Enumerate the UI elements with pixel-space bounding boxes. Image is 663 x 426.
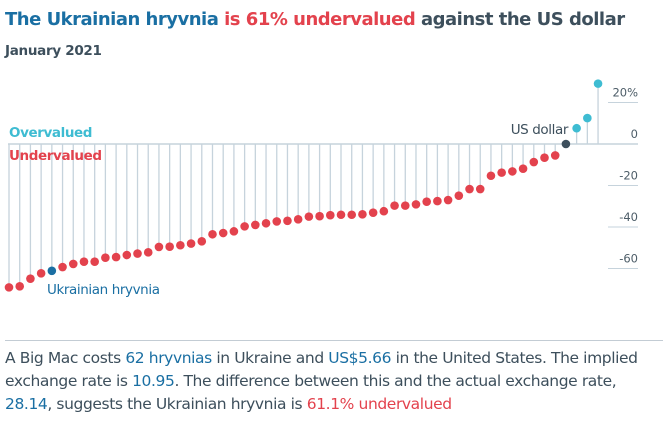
data-point	[304, 212, 314, 221]
data-point	[58, 262, 67, 272]
undervalued-label: Undervalued	[9, 148, 102, 164]
y-tick-label: -20	[619, 169, 638, 183]
data-point	[315, 211, 324, 221]
data-point	[4, 283, 14, 292]
actual-rate: 28.14	[5, 395, 48, 413]
data-point	[111, 252, 121, 262]
description-paragraph: A Big Mac costs 62 hryvnias in Ukraine a…	[5, 347, 645, 416]
y-tick-label: -40	[619, 210, 638, 224]
data-point	[497, 168, 506, 177]
data-point	[550, 151, 560, 160]
title-rest: against the US dollar	[420, 9, 625, 30]
data-point	[176, 240, 185, 250]
y-tick-label: 20%	[612, 86, 638, 100]
chart-subtitle: January 2021	[5, 43, 102, 59]
data-point	[186, 239, 196, 248]
data-point	[68, 259, 78, 269]
data-point	[518, 164, 528, 173]
data-point	[122, 250, 132, 260]
data-point	[197, 237, 207, 246]
ukraine-dot	[47, 266, 57, 276]
data-point	[368, 208, 378, 217]
data-point	[240, 222, 249, 231]
data-point	[229, 227, 239, 236]
chart-title: The Ukrainian hryvnia is 61% undervalued…	[5, 9, 625, 30]
data-point	[433, 196, 442, 206]
data-point	[272, 217, 282, 226]
data-point	[379, 206, 389, 216]
text: , suggests the Ukrainian hryvnia is	[47, 395, 307, 413]
lollipop-chart: 20% 0 -20 -40 -60 Overvalued Undervalued US dol…	[4, 79, 638, 298]
data-point	[390, 201, 399, 210]
data-point	[529, 157, 539, 167]
data-point	[218, 228, 228, 238]
data-point	[326, 210, 335, 220]
data-point	[593, 79, 603, 88]
data-point	[475, 184, 485, 194]
data-point	[101, 253, 110, 263]
ukraine-label: Ukrainian hryvnia	[47, 282, 160, 298]
data-point	[336, 210, 346, 220]
us-price: US$5.66	[328, 349, 392, 367]
local-price: 62 hryvnias	[125, 349, 212, 367]
data-point	[133, 249, 142, 258]
data-point	[251, 220, 260, 230]
y-tick-label: 0	[631, 127, 638, 141]
data-point	[454, 191, 464, 200]
divider	[5, 340, 663, 341]
data-point	[422, 197, 431, 206]
valuation-result: 61.1% undervalued	[306, 395, 452, 413]
data-point	[90, 257, 99, 266]
data-point	[79, 257, 89, 266]
us-dollar-label: US dollar	[511, 122, 569, 138]
data-point	[165, 242, 174, 252]
data-point	[540, 153, 549, 162]
us-dollar-dot	[561, 139, 571, 149]
data-point	[486, 171, 496, 181]
data-point	[261, 218, 271, 228]
text: . The difference between this and the ac…	[174, 372, 617, 390]
title-currency: The Ukrainian hryvnia	[5, 9, 219, 30]
data-point	[465, 184, 474, 194]
data-point	[347, 210, 357, 220]
data-point	[411, 200, 421, 209]
text: in Ukraine and	[211, 349, 329, 367]
data-point	[283, 216, 292, 226]
data-point	[154, 242, 164, 252]
data-point	[508, 167, 517, 176]
data-point	[400, 201, 410, 210]
text: in the United States. The implied exchan…	[5, 349, 638, 390]
data-point	[443, 195, 453, 205]
data-point	[572, 123, 581, 133]
text: A Big Mac costs	[5, 349, 126, 367]
title-valuation: is 61% undervalued	[224, 9, 416, 30]
data-point	[36, 268, 46, 278]
overvalued-label: Overvalued	[9, 125, 92, 141]
data-point	[358, 210, 367, 219]
data-point	[26, 274, 35, 283]
data-point	[15, 282, 25, 291]
implied-rate: 10.95	[132, 372, 175, 390]
y-tick-label: -60	[619, 252, 638, 266]
data-point	[583, 113, 592, 123]
data-point	[143, 248, 153, 257]
data-point	[293, 215, 303, 224]
data-point	[208, 229, 217, 239]
